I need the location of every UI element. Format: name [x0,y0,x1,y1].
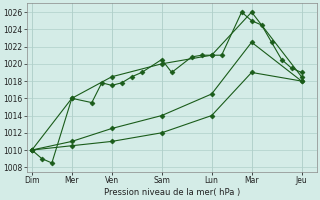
X-axis label: Pression niveau de la mer( hPa ): Pression niveau de la mer( hPa ) [104,188,240,197]
